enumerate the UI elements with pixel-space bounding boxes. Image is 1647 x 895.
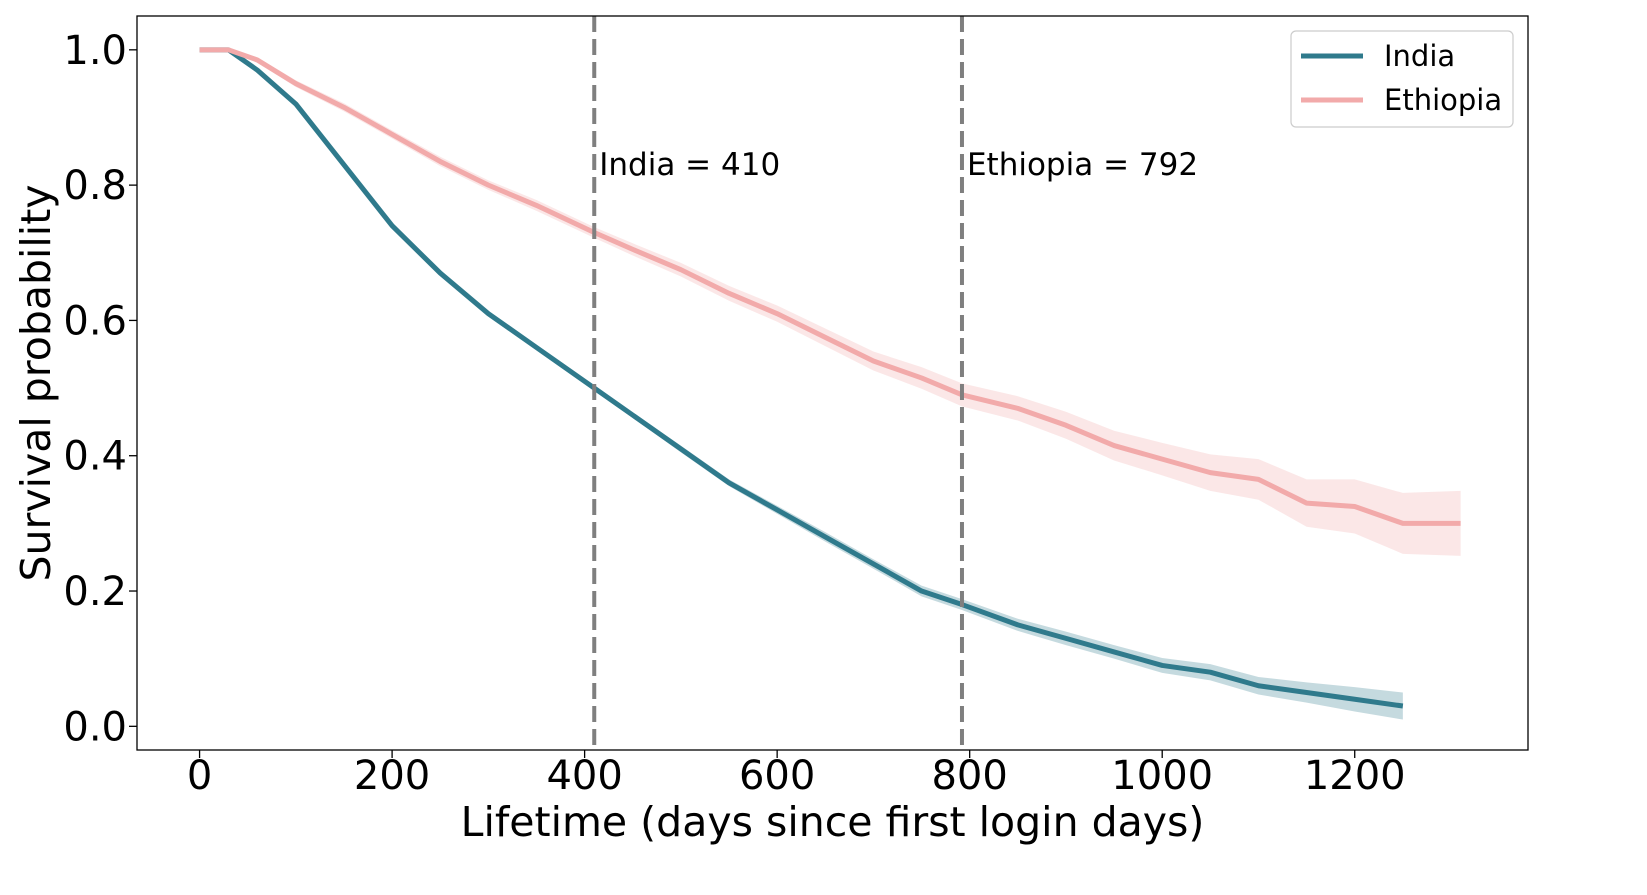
ci-band-ethiopia (199, 49, 1461, 556)
series-line-ethiopia (199, 47, 1461, 526)
y-axis-label: Survival probability (12, 184, 60, 581)
x-tick-label: 800 (931, 753, 1007, 799)
x-tick-label: 0 (187, 753, 212, 799)
x-tick-label: 1000 (1111, 753, 1213, 799)
x-tick-label: 1200 (1304, 753, 1406, 799)
confidence-bands (199, 49, 1461, 720)
x-tick-label: 600 (739, 753, 815, 799)
y-tick-label: 0.8 (63, 163, 127, 209)
y-axis-ticks: 0.0 0.2 0.4 0.6 0.8 1.0 (63, 28, 137, 750)
y-tick-label: 0.4 (63, 434, 127, 480)
x-tick-label: 400 (546, 753, 622, 799)
y-tick-label: 0.6 (63, 298, 127, 344)
median-reference-lines: India = 410 Ethiopia = 792 (592, 16, 1198, 750)
survival-lines (199, 47, 1461, 709)
legend-label-ethiopia: Ethiopia (1384, 83, 1502, 117)
plot-frame (136, 15, 1529, 751)
x-axis-label: Lifetime (days since first login days) (461, 798, 1205, 846)
x-axis-ticks: 0 200 400 600 800 1000 1200 (187, 750, 1406, 799)
ci-band-india (199, 49, 1403, 720)
vline-label-1: Ethiopia = 792 (967, 147, 1198, 183)
legend-label-india: India (1384, 39, 1455, 73)
y-tick-label: 1.0 (63, 28, 127, 74)
y-tick-label: 0.2 (63, 569, 127, 615)
vline-label-0: India = 410 (599, 147, 780, 183)
series-line-india (199, 47, 1404, 709)
x-tick-label: 200 (354, 753, 430, 799)
y-tick-label: 0.0 (63, 704, 127, 750)
legend: India Ethiopia (1290, 30, 1514, 128)
